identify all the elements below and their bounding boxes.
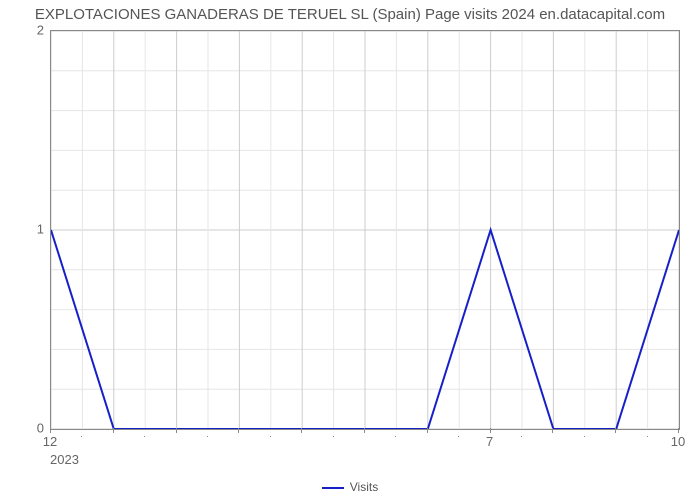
x-tick bbox=[301, 428, 302, 433]
x-year-label: 2023 bbox=[50, 452, 79, 467]
x-minor-tick bbox=[584, 436, 585, 437]
x-minor-tick bbox=[333, 436, 334, 437]
legend-line-icon bbox=[322, 487, 344, 489]
y-tick-label: 2 bbox=[37, 23, 44, 38]
chart-svg bbox=[51, 31, 679, 429]
x-tick bbox=[490, 428, 491, 433]
x-minor-tick bbox=[647, 436, 648, 437]
legend-label: Visits bbox=[350, 480, 378, 494]
x-tick bbox=[50, 428, 51, 433]
y-tick-label: 1 bbox=[37, 222, 44, 237]
x-minor-tick bbox=[270, 436, 271, 437]
x-tick-label: 12 bbox=[43, 434, 57, 449]
x-minor-tick bbox=[207, 436, 208, 437]
x-tick-label: 10 bbox=[671, 434, 685, 449]
x-tick bbox=[176, 428, 177, 433]
x-tick bbox=[113, 428, 114, 433]
x-minor-tick bbox=[81, 436, 82, 437]
x-minor-tick bbox=[458, 436, 459, 437]
chart-container: EXPLOTACIONES GANADERAS DE TERUEL SL (Sp… bbox=[0, 0, 700, 500]
plot-area bbox=[50, 30, 680, 430]
x-tick bbox=[615, 428, 616, 433]
x-minor-tick bbox=[395, 436, 396, 437]
x-tick bbox=[238, 428, 239, 433]
x-tick bbox=[678, 428, 679, 433]
x-tick-label: 7 bbox=[486, 434, 493, 449]
x-minor-tick bbox=[144, 436, 145, 437]
x-tick bbox=[364, 428, 365, 433]
x-minor-tick bbox=[521, 436, 522, 437]
chart-title: EXPLOTACIONES GANADERAS DE TERUEL SL (Sp… bbox=[0, 0, 700, 23]
x-tick bbox=[427, 428, 428, 433]
legend: Visits bbox=[0, 480, 700, 494]
x-tick bbox=[552, 428, 553, 433]
